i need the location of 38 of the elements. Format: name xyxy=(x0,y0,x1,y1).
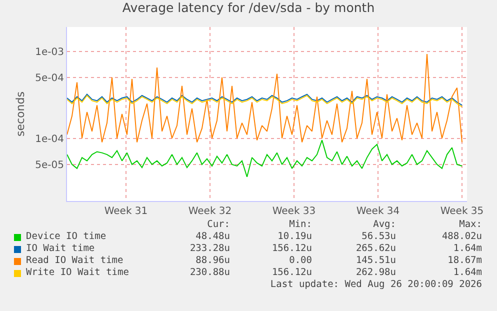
legend-label: Read IO Wait time xyxy=(26,255,124,267)
text: 488.02u xyxy=(442,231,482,242)
text: 230.88u xyxy=(188,267,230,279)
legend-label: Write IO Wait time xyxy=(26,267,129,279)
text: Avg: xyxy=(373,219,396,230)
chart-title: Average latency for /dev/sda - by month xyxy=(122,0,375,16)
text: 156.12u xyxy=(272,243,312,254)
y-axis-title: seconds xyxy=(14,91,27,136)
y-tick-label: 5e-04 xyxy=(35,72,64,84)
text: 156.12u xyxy=(272,267,312,278)
legend-label: Device IO time xyxy=(26,231,106,243)
text: 0.00 xyxy=(289,255,312,266)
text: Min: xyxy=(289,219,312,230)
text: 145.51u xyxy=(356,255,396,266)
x-tick-label: Week 34 xyxy=(356,206,400,217)
x-tick-label: Week 33 xyxy=(272,206,316,217)
text: Max: xyxy=(459,219,482,230)
line-series xyxy=(67,140,462,178)
text: 265.62u xyxy=(356,243,396,254)
legend-label: IO Wait time xyxy=(26,243,95,255)
line-series xyxy=(67,53,462,143)
text: 18.67m xyxy=(448,255,482,266)
y-tick-label: 1e-03 xyxy=(35,46,64,58)
text: Last update: Wed Aug 26 20:00:09 2026 xyxy=(270,279,482,291)
x-tick-label: Week 32 xyxy=(188,206,232,217)
x-tick-label: Week 35 xyxy=(440,206,484,217)
text: 48.48u xyxy=(194,231,230,243)
text: 56.53u xyxy=(362,231,396,242)
text: 233.28u xyxy=(188,243,230,255)
text: 88.96u xyxy=(194,255,230,267)
text: 1.64m xyxy=(453,267,482,278)
text: 10.19u xyxy=(278,231,312,242)
text: 262.98u xyxy=(356,267,396,278)
x-tick-label: Week 31 xyxy=(104,206,148,217)
y-tick-label: 5e-05 xyxy=(35,160,64,171)
y-tick-label: 1e-04 xyxy=(35,134,64,145)
text: Cur: xyxy=(206,219,230,231)
text: 1.64m xyxy=(453,243,482,254)
